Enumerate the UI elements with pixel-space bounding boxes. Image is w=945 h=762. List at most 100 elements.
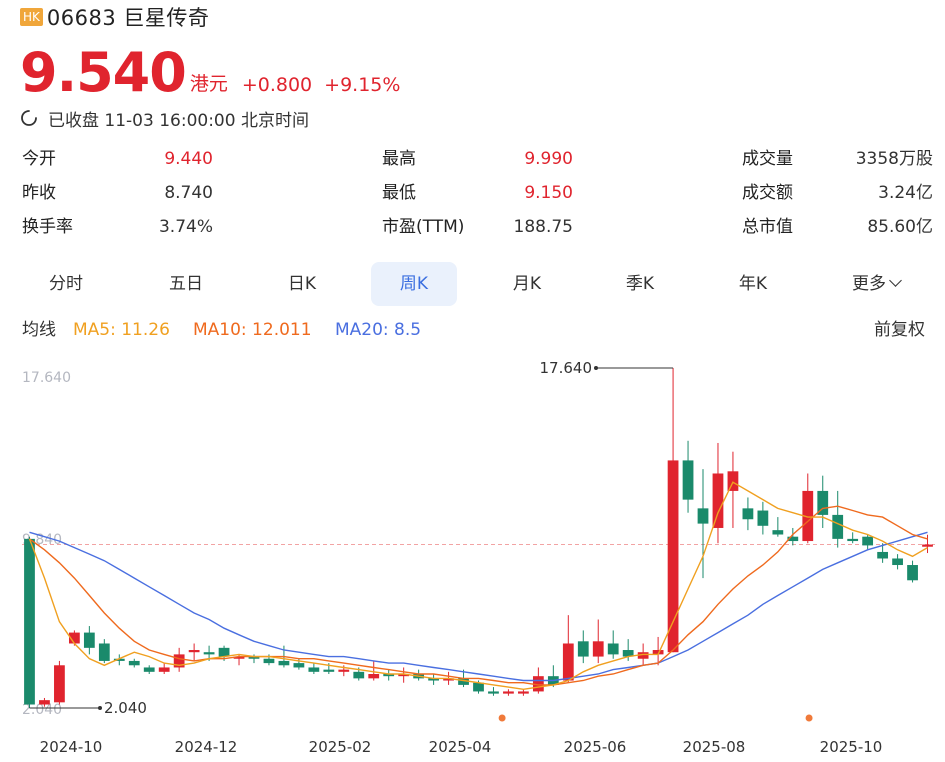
stat-value: 9.150 [524, 183, 573, 203]
ma-legend: 均线 MA5: 11.26 MA10: 12.011 MA20: 8.5 前复权 [22, 318, 934, 342]
candle-body [398, 674, 410, 677]
currency-label: 港元 [189, 73, 228, 95]
candle-body [54, 665, 65, 703]
price-change: +0.800 [241, 74, 313, 96]
min-price-label: 2.040 [104, 699, 147, 717]
stat-label: 昨收 [22, 183, 56, 203]
candle-body [338, 669, 350, 672]
candle-body [113, 658, 125, 661]
stat-label: 市盈(TTM) [382, 217, 465, 237]
tab-five-day[interactable]: 五日 [169, 274, 203, 294]
current-price: 9.540 [20, 41, 187, 104]
candle-body [143, 667, 155, 672]
y-axis-label: 2.040 [22, 702, 62, 718]
candle-body [458, 678, 469, 685]
min-price-dot [98, 706, 102, 710]
max-price-dot [594, 366, 598, 370]
tab-more[interactable]: 更多 [826, 262, 926, 306]
tab-yearly-k[interactable]: 年K [738, 274, 768, 294]
candle-body [817, 490, 829, 515]
ma10-value: MA10: 12.011 [193, 320, 312, 340]
candle-body [787, 536, 799, 542]
candle-body [907, 565, 918, 581]
candle-body [443, 678, 454, 681]
candle-body [83, 632, 95, 648]
candle-body [218, 647, 230, 657]
stock-code-name: 06683 巨星传奇 [46, 6, 210, 30]
event-dot [805, 714, 813, 722]
stat-label: 最高 [382, 149, 416, 169]
candle-body [248, 656, 260, 659]
ma5-line [28, 481, 928, 691]
tab-weekly-k[interactable]: 周K [371, 262, 457, 306]
market-status-text: 已收盘 11-03 16:00:00 北京时间 [48, 110, 309, 131]
candle-body [682, 460, 694, 500]
tab-daily-k[interactable]: 日K [287, 274, 317, 294]
ma5-value: MA5: 11.26 [73, 320, 170, 340]
candle-body [323, 669, 335, 672]
ma-title: 均线 [22, 320, 56, 340]
ma10-line [29, 505, 928, 686]
x-axis-label: 2025-10 [820, 738, 883, 756]
candle-body [862, 536, 874, 546]
candle-body [203, 652, 215, 655]
tab-intraday[interactable]: 分时 [49, 274, 83, 294]
stat-label: 成交额 [742, 183, 793, 203]
x-axis-label: 2024-10 [40, 738, 103, 756]
candle-body [233, 656, 245, 659]
candle-body [727, 471, 739, 491]
price-row: 9.540 港元 +0.800 +9.15% [20, 42, 400, 100]
candle-body [877, 551, 889, 559]
stat-label: 换手率 [22, 217, 73, 237]
candle-body [518, 691, 529, 694]
event-dot [498, 714, 506, 722]
candle-body [592, 641, 604, 657]
candle-body [922, 544, 933, 547]
x-axis-label: 2025-08 [683, 738, 746, 756]
stat-value: 9.990 [524, 149, 573, 169]
tab-more-label: 更多 [852, 274, 886, 294]
candle-body [742, 508, 754, 520]
candle-body [173, 654, 185, 668]
adjust-mode[interactable]: 前复权 [874, 320, 925, 340]
candle-body [473, 682, 484, 692]
candle-body [68, 632, 80, 644]
stat-label: 今开 [22, 149, 56, 169]
stat-value: 9.440 [164, 149, 213, 169]
candle-body [652, 650, 664, 655]
candle-body [188, 650, 200, 653]
stat-value: 3358万股 [855, 149, 933, 169]
candle-body [503, 691, 514, 694]
stats-row: 昨收 8.740 最低 9.150 成交额 3.24亿 [0, 180, 945, 206]
x-axis-label: 2025-04 [429, 738, 492, 756]
candle-body [158, 667, 170, 672]
candle-body [892, 558, 903, 566]
candle-body [757, 510, 769, 526]
candle-body [607, 643, 619, 655]
tab-monthly-k[interactable]: 月K [512, 274, 542, 294]
y-axis-label: 17.640 [22, 370, 71, 386]
x-axis-label: 2024-12 [175, 738, 238, 756]
candle-body [308, 667, 320, 672]
tab-quarterly-k[interactable]: 季K [625, 274, 655, 294]
candle-body [577, 641, 589, 657]
candle-body [637, 652, 649, 659]
candle-body [532, 676, 544, 692]
ma20-value: MA20: 8.5 [335, 320, 422, 340]
stats-row: 今开 9.440 最高 9.990 成交量 3358万股 [0, 146, 945, 172]
max-price-label: 17.640 [540, 359, 593, 377]
candle-body [428, 678, 439, 681]
candle-body [39, 700, 50, 705]
stat-value: 188.75 [513, 217, 573, 237]
candle-body [488, 691, 499, 694]
price-change-percent: +9.15% [324, 74, 401, 96]
candle-body [128, 660, 140, 666]
candle-body [278, 660, 290, 666]
stat-label: 最低 [382, 183, 416, 203]
market-status: 已收盘 11-03 16:00:00 北京时间 [20, 106, 309, 131]
clock-icon [21, 110, 37, 126]
candle-body [293, 663, 305, 668]
candle-body [368, 674, 380, 679]
candle-body [847, 538, 859, 542]
